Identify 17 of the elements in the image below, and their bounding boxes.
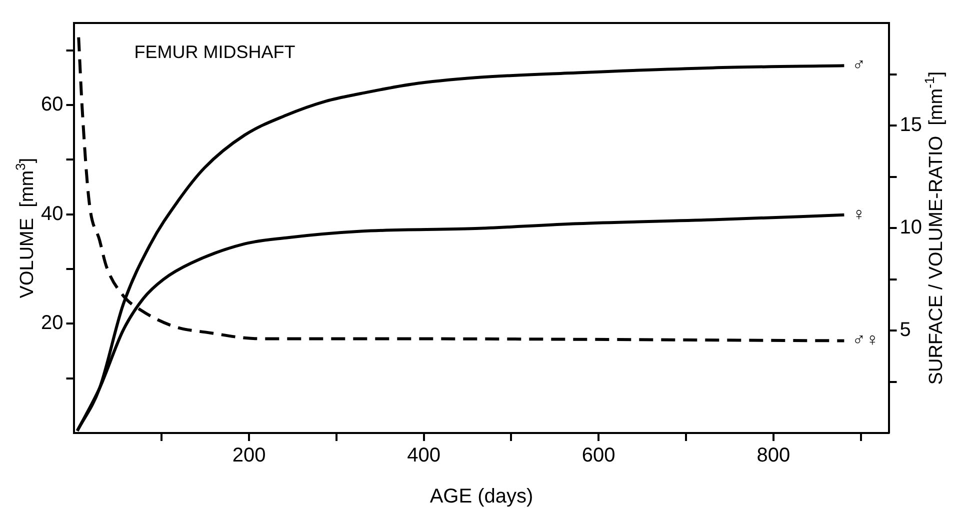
y2-tick-label: 5	[900, 319, 911, 342]
x-axis-title: AGE (days)	[430, 486, 534, 508]
text: FEMUR MIDSHAFT	[134, 42, 296, 62]
x-tick-label: 200	[232, 444, 266, 467]
series-label: ♀	[852, 204, 866, 224]
y-tick-label: 20	[40, 312, 64, 334]
x-tick-label: 800	[756, 444, 790, 467]
y2-tick-label: 10	[900, 216, 922, 239]
x-tick-label: 600	[582, 444, 616, 467]
x-tick-label: 400	[407, 444, 441, 467]
y-tick-label: 60	[40, 94, 64, 116]
y-tick-label: 40	[40, 202, 64, 225]
y2-axis-title: SURFACE / VOLUME-RATIO [mm-1]	[922, 71, 948, 385]
y-axis-title: VOLUME [mm3]	[13, 158, 38, 298]
series-label: ♂♀	[852, 330, 880, 350]
series-label: ♂	[852, 54, 866, 75]
y2-tick-label: 15	[900, 114, 922, 136]
